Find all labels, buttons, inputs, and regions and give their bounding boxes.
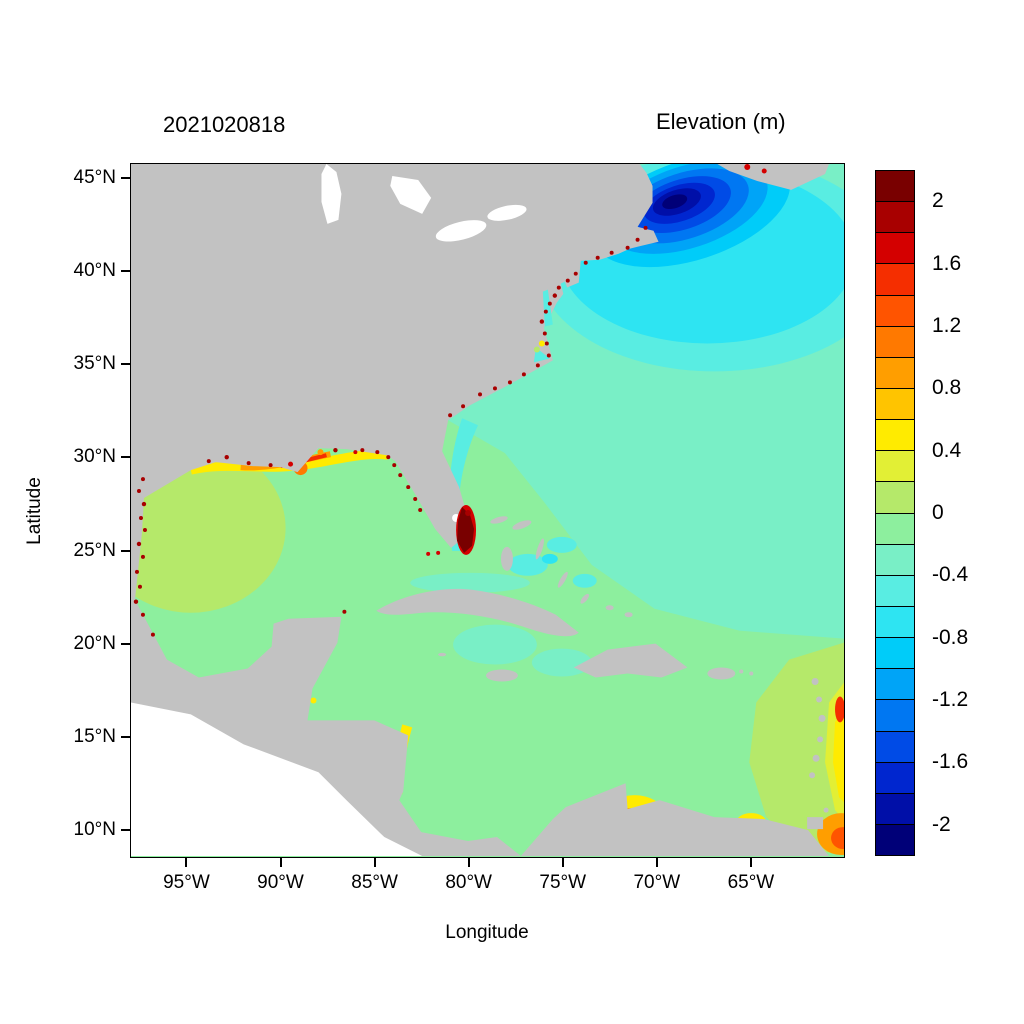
colorbar-tick-label: -2 (932, 812, 951, 836)
map-svg (131, 164, 844, 857)
y-tick-label: 25°N (73, 539, 116, 561)
y-tick-label: 40°N (73, 260, 116, 282)
florida-positive-surge-blob (456, 505, 477, 555)
great-lakes (321, 164, 527, 242)
colorbar-cell (876, 388, 914, 421)
colorbar-tick-label: 2 (932, 189, 944, 213)
caribbean-aqua-patches (410, 572, 592, 677)
x-tick-label: 85°W (351, 872, 398, 893)
colorbar-cell (876, 357, 914, 389)
islands-bahamas (490, 516, 633, 618)
colorbar (875, 170, 915, 856)
colorbar-cell (876, 295, 914, 327)
island-puerto-rico (707, 667, 736, 680)
colorbar-tick-label: 0.4 (932, 438, 962, 462)
colorbar-cell (876, 326, 914, 358)
x-axis-title: Longitude (445, 922, 529, 943)
y-tick-label: 15°N (73, 725, 116, 747)
y-tick-mark (121, 456, 130, 459)
colorbar-cell (876, 264, 914, 296)
y-tick-label: 10°N (73, 819, 116, 841)
x-tick-mark (655, 858, 658, 867)
map-plot-area (130, 163, 845, 858)
islands-lesser-antilles (739, 669, 829, 830)
colorbar-cell (876, 513, 914, 545)
pamlico-sound-specks (317, 340, 545, 456)
y-tick-mark (121, 829, 130, 832)
x-tick-label: 95°W (163, 872, 210, 893)
island-jamaica (486, 669, 518, 682)
colorbar-cell (876, 669, 914, 701)
y-tick-label: 20°N (73, 632, 116, 654)
y-axis-title: Latitude (24, 477, 45, 545)
y-tick-mark (121, 735, 130, 738)
pacific-no-data-region (131, 702, 423, 857)
x-tick-label: 90°W (257, 872, 304, 893)
colorbar-tick-label: 0 (932, 501, 944, 524)
land-north-central-south-america (131, 164, 830, 857)
coastal-red-speckles (288, 164, 767, 556)
colorbar-cell (876, 451, 914, 483)
bahamas-cyan-spots (507, 536, 597, 588)
colorbar-cell (876, 606, 914, 639)
colorbar-tick-label: -1.6 (932, 750, 969, 774)
colorbar-cell (876, 202, 914, 234)
island-cuba (376, 588, 579, 637)
y-tick-mark (121, 363, 130, 366)
southeast-edge-positive-region (749, 642, 844, 855)
colorbar-tick-label: -0.8 (932, 625, 969, 649)
plot-datetime-label: 2021020818 (163, 112, 286, 137)
x-tick-mark (561, 858, 564, 867)
colorbar-cell (876, 824, 914, 856)
y-tick-mark (121, 270, 130, 273)
colorbar-cell (876, 700, 914, 732)
coastal-high-water-speckles (133, 225, 648, 637)
x-tick-mark (749, 858, 752, 867)
x-tick-mark (373, 858, 376, 867)
y-tick-label: 45°N (73, 166, 116, 188)
western-gulf-positive-patch (131, 443, 286, 613)
colorbar-tick-label: -1.2 (932, 688, 969, 712)
x-tick-label: 65°W (727, 872, 775, 893)
colorbar-tick-label: 1.6 (932, 251, 962, 275)
colorbar-cell (876, 420, 914, 452)
y-tick-label: 35°N (73, 353, 116, 375)
plot-title: Elevation (m) (656, 109, 786, 134)
colorbar-tick-label: -0.4 (932, 563, 969, 587)
island-hispaniola (573, 643, 688, 678)
colorbar-cell (876, 638, 914, 670)
x-tick-label: 80°W (445, 872, 492, 893)
y-tick-label: 30°N (73, 446, 116, 468)
colorbar-tick-label: 0.8 (932, 376, 962, 400)
y-tick-mark (121, 642, 130, 645)
colorbar-cell (876, 793, 914, 825)
x-tick-label: 70°W (633, 872, 681, 893)
x-tick-mark (467, 858, 470, 867)
colorbar-cell (876, 233, 914, 265)
colorbar-cell (876, 731, 914, 763)
x-tick-mark (279, 858, 282, 867)
colorbar-cell (876, 762, 914, 794)
x-tick-mark (185, 858, 188, 867)
y-tick-mark (121, 176, 130, 179)
colorbar-cell (876, 482, 914, 514)
land-nova-scotia (717, 164, 830, 190)
colorbar-tick-label: 1.2 (932, 313, 962, 337)
y-tick-mark (121, 549, 130, 552)
colorbar-cell (876, 171, 914, 203)
x-tick-label: 75°W (539, 872, 587, 893)
colorbar-cell (876, 544, 914, 576)
colorbar-cell (876, 575, 914, 607)
island-grand-cayman (438, 652, 447, 657)
